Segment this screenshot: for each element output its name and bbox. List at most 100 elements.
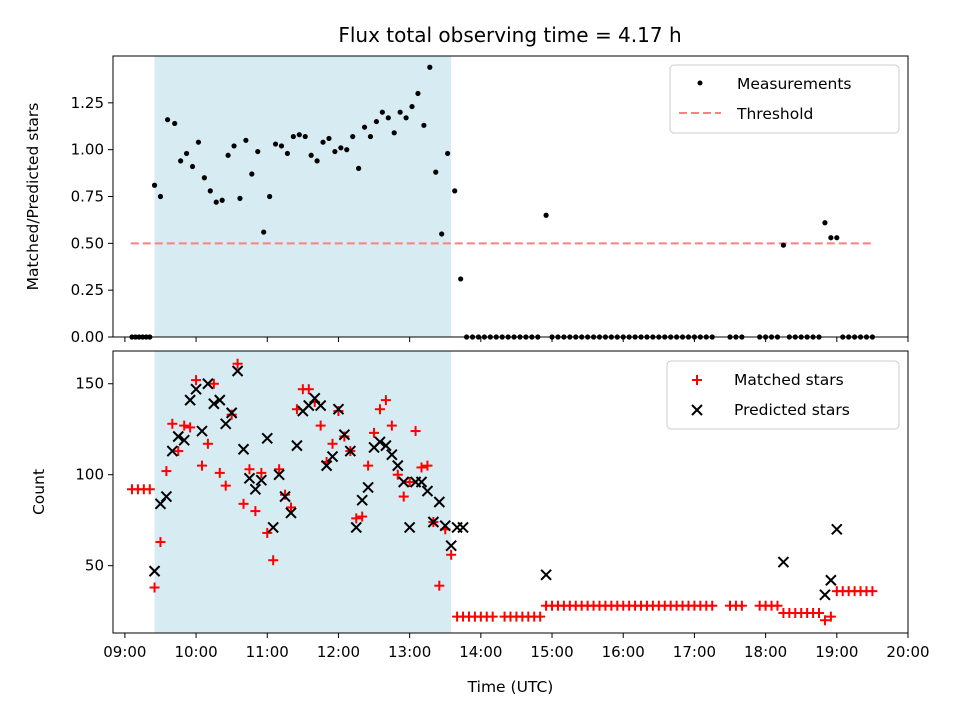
matched-star-marker bbox=[238, 498, 249, 509]
predicted-star-marker bbox=[225, 407, 238, 419]
matched-star-marker bbox=[173, 446, 184, 457]
flux-panel: 0.00 0.25 0.50 0.75 1.00 1.25 Matched/Predict… bbox=[24, 55, 909, 346]
measurement-point bbox=[178, 158, 184, 164]
legend-label-measurements: Measurements bbox=[737, 75, 852, 93]
predicted-star-marker bbox=[362, 481, 374, 494]
measurement-point bbox=[213, 199, 219, 205]
matched-star-marker bbox=[825, 611, 836, 622]
matched-star-marker bbox=[214, 467, 225, 478]
predicted-star-marker bbox=[220, 418, 232, 430]
predicted-star-marker bbox=[825, 574, 837, 586]
x-tick-label: 15:00 bbox=[530, 643, 573, 661]
measurement-point bbox=[314, 158, 320, 164]
matched-star-marker bbox=[285, 502, 296, 513]
predicted-star-marker bbox=[777, 556, 790, 568]
plot-frame bbox=[112, 55, 909, 338]
measurement-point bbox=[439, 231, 445, 237]
measurement-point bbox=[320, 139, 326, 145]
matched-star-marker bbox=[410, 426, 421, 437]
matched-star-marker bbox=[167, 418, 178, 429]
matched-star-marker bbox=[434, 580, 445, 591]
predicted-star-marker bbox=[350, 521, 362, 534]
measurement-point bbox=[543, 212, 549, 218]
measurement-point bbox=[397, 109, 403, 115]
matched-stars-points bbox=[126, 358, 878, 626]
measurement-point bbox=[828, 235, 834, 241]
x-tick-label: 12:00 bbox=[317, 643, 360, 661]
x-axis-ticks: 09:00 10:00 11:00 12:00 13:00 14:00 15:00 16:00… bbox=[103, 633, 930, 661]
matched-star-marker bbox=[535, 611, 546, 622]
matched-star-marker bbox=[179, 420, 190, 431]
measurement-point bbox=[391, 130, 397, 136]
predicted-star-marker bbox=[380, 439, 392, 452]
predicted-star-marker bbox=[190, 383, 202, 395]
matched-star-marker bbox=[208, 378, 219, 389]
matched-star-marker bbox=[315, 420, 326, 431]
matched-star-marker bbox=[333, 406, 344, 417]
measurement-point bbox=[255, 148, 261, 155]
predicted-star-marker bbox=[255, 474, 268, 486]
predicted-star-marker bbox=[202, 378, 214, 390]
measurement-point bbox=[272, 141, 279, 147]
observing-window-shade bbox=[154, 56, 452, 337]
x-tick-label: 20:00 bbox=[886, 643, 929, 661]
measurement-point bbox=[834, 235, 840, 241]
matched-star-marker bbox=[446, 549, 457, 560]
matched-star-marker bbox=[196, 460, 207, 471]
legend: Measurements Threshold bbox=[669, 64, 900, 134]
legend-cross-marker bbox=[691, 404, 703, 416]
matched-star-marker bbox=[374, 404, 385, 415]
predicted-star-marker bbox=[285, 507, 297, 519]
measurement-point bbox=[361, 124, 368, 130]
y-axis-label: Count bbox=[30, 469, 48, 515]
matched-star-marker bbox=[250, 506, 261, 517]
x-tick-label: 11:00 bbox=[246, 643, 289, 661]
predicted-star-marker bbox=[433, 496, 446, 508]
matched-star-marker bbox=[244, 464, 255, 475]
matched-star-marker bbox=[232, 358, 243, 369]
measurement-point bbox=[379, 109, 385, 115]
measurement-point bbox=[427, 64, 433, 70]
predicted-star-marker bbox=[445, 539, 457, 552]
predicted-star-marker bbox=[415, 476, 428, 488]
predicted-star-marker bbox=[291, 439, 303, 452]
measurement-point bbox=[267, 193, 273, 200]
count-panel: 50 100 150 09:00 10:00 11:00 12:00 13:00 14:00 1… bbox=[30, 350, 930, 696]
y-tick-label: 1.00 bbox=[71, 141, 104, 159]
predicted-star-marker bbox=[427, 516, 440, 528]
predicted-star-marker bbox=[249, 483, 262, 495]
matched-star-marker bbox=[202, 438, 213, 449]
measurement-point bbox=[243, 137, 249, 143]
predicted-star-marker bbox=[540, 569, 552, 581]
predicted-star-marker bbox=[332, 403, 345, 415]
y-tick-label: 100 bbox=[75, 466, 104, 484]
measurement-point bbox=[157, 193, 164, 200]
matched-star-marker bbox=[226, 409, 237, 420]
matched-star-marker bbox=[422, 460, 433, 471]
measurement-point bbox=[183, 150, 190, 157]
x-tick-label: 19:00 bbox=[815, 643, 858, 661]
predicted-star-marker bbox=[196, 425, 208, 437]
matched-star-marker bbox=[155, 537, 166, 548]
predicted-star-marker bbox=[231, 365, 244, 377]
measurement-point bbox=[385, 115, 391, 121]
measurement-point bbox=[261, 229, 267, 235]
matched-star-marker bbox=[819, 615, 830, 626]
matched-star-marker bbox=[274, 464, 285, 475]
measurement-point bbox=[195, 139, 202, 145]
x-tick-label: 16:00 bbox=[602, 643, 645, 661]
predicted-star-marker bbox=[178, 434, 190, 446]
matched-star-marker bbox=[161, 466, 172, 477]
legend-label-predicted: Predicted stars bbox=[734, 401, 850, 419]
matched-star-marker bbox=[487, 611, 498, 622]
predicted-star-marker bbox=[320, 459, 333, 472]
legend-box bbox=[666, 360, 900, 430]
plot-frame bbox=[112, 350, 909, 634]
predicted-star-marker bbox=[344, 445, 357, 457]
predicted-star-marker bbox=[243, 472, 256, 485]
predicted-star-marker bbox=[273, 469, 285, 481]
measurement-point bbox=[458, 276, 464, 282]
predicted-star-marker bbox=[166, 445, 179, 457]
